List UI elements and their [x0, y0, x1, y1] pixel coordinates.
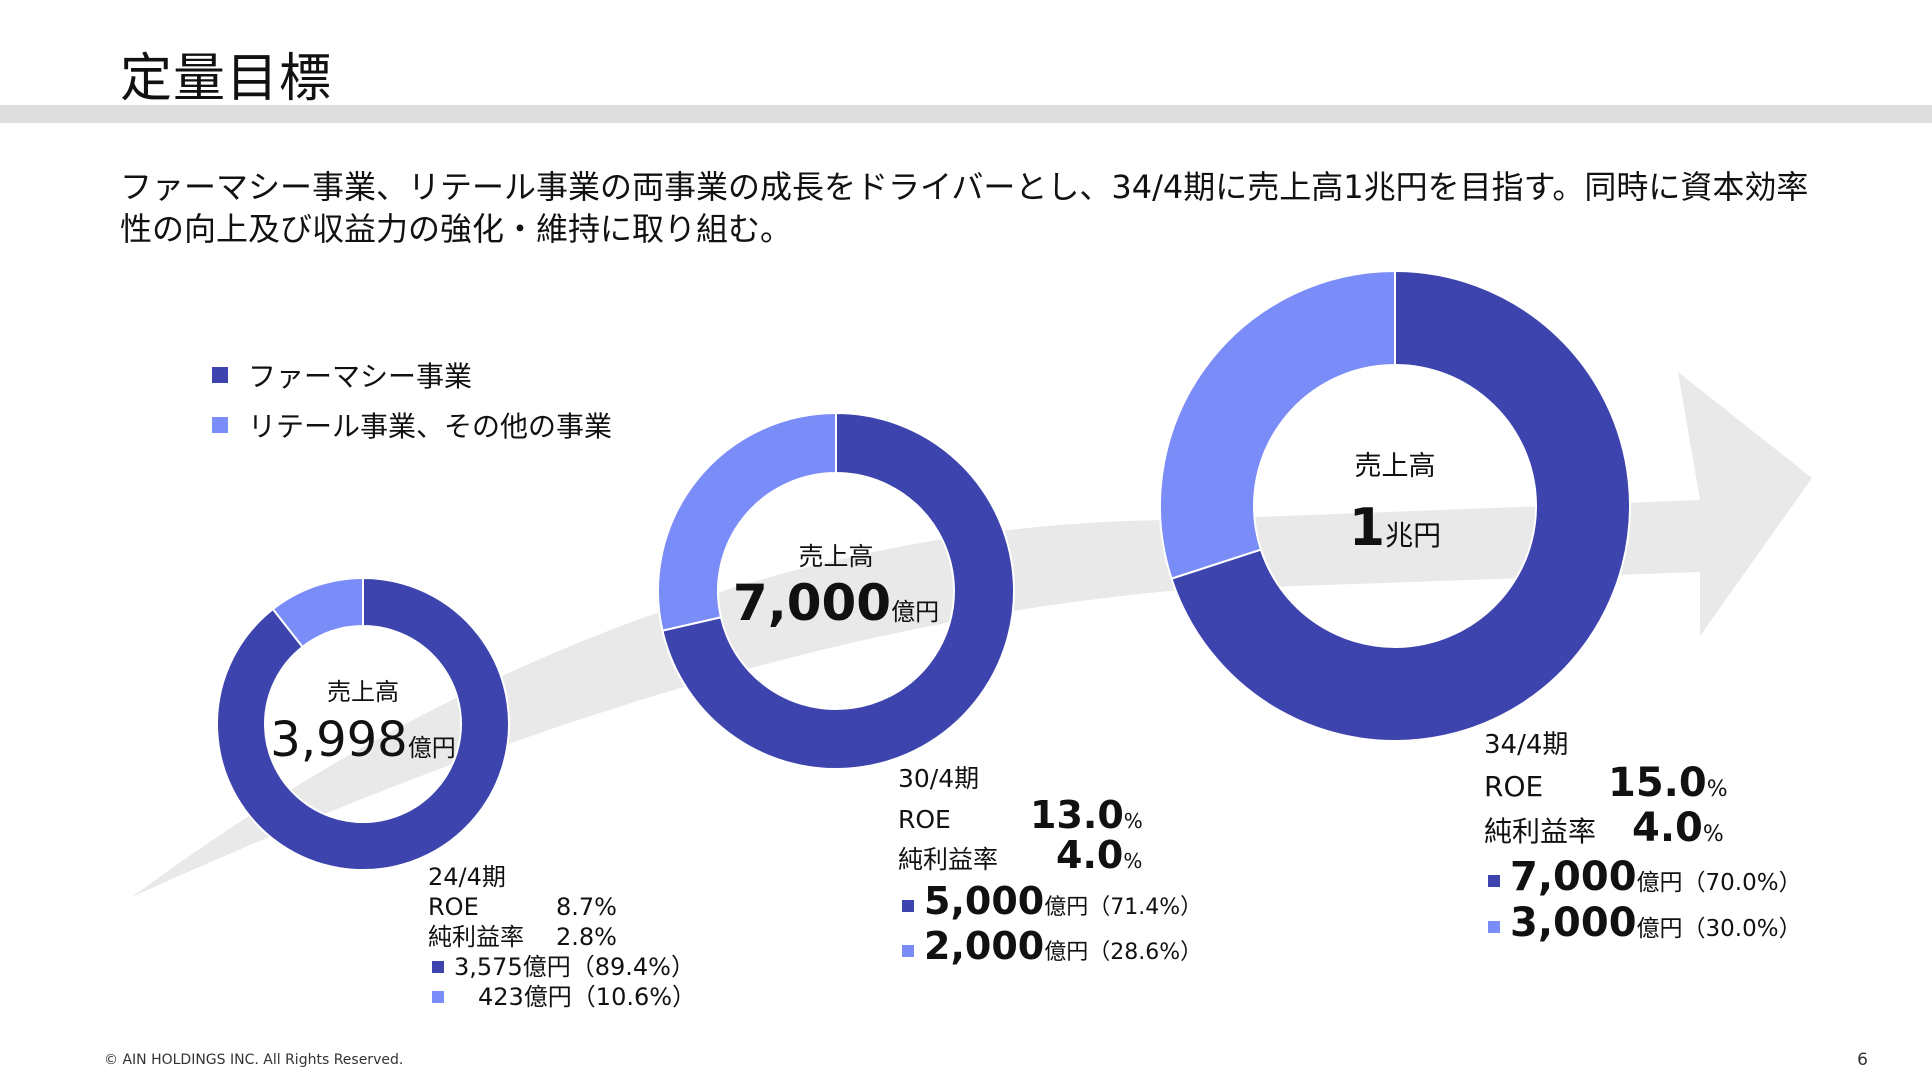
fy30-pharmacy-share: 億円（71.4%）: [1044, 895, 1203, 920]
fy34-roe-label: ROE: [1484, 770, 1544, 803]
fy30-roe-label: ROE: [898, 805, 951, 834]
lead-text: ファーマシー事業、リテール事業の両事業の成長をドライバーとし、34/4期に売上高…: [120, 168, 1809, 248]
fy34-margin-value: 4.0: [1632, 805, 1703, 851]
legend-item-retail: リテール事業、その他の事業: [212, 400, 612, 450]
legend-swatch-pharmacy: [212, 367, 228, 383]
fy30-period: 30/4期: [898, 764, 980, 793]
donut-1-center-label: 売上高: [327, 678, 399, 706]
fy34-retail-swatch: [1488, 920, 1500, 933]
fy34-margin-label: 純利益率: [1484, 815, 1597, 848]
donut-2-total-unit: 億円: [891, 598, 939, 626]
fy30-margin-label: 純利益率: [898, 845, 999, 874]
fy34-details: 34/4期 ROE 15.0% 純利益率 4.0% 7,000億円（70.0%） 3…: [1484, 730, 1802, 944]
fy24-retail-line: 423億円（10.6%）: [454, 983, 697, 1011]
fy30-margin-percent: %: [1123, 849, 1143, 873]
donut-1-total-value: 3,998: [270, 712, 407, 768]
fy30-margin-value: 4.0: [1056, 833, 1124, 877]
fy34-retail-share: 億円（30.0%）: [1636, 916, 1802, 942]
fy30-pharmacy-row: 5,000億円（71.4%）: [898, 882, 1203, 923]
fy24-pharmacy-swatch: [432, 960, 444, 973]
fy30-pharmacy-swatch: [902, 899, 914, 912]
donut-2-center-value: 7,000億円: [733, 574, 939, 632]
donut-3-total-value: 1: [1349, 498, 1385, 558]
donut-1-slice-retail: [271, 576, 364, 649]
fy24-retail-row: 423億円（10.6%）: [428, 982, 696, 1012]
fy34-pharmacy-value: 7,000: [1510, 854, 1637, 900]
fy34-pharmacy-row: 7,000億円（70.0%）: [1484, 857, 1802, 898]
fy34-pharmacy-share: 億円（70.0%）: [1636, 870, 1802, 896]
fy24-margin-value: 2.8%: [556, 923, 617, 951]
donut-2-slice-retail: [657, 411, 837, 632]
slide-title: 定量目標: [120, 49, 333, 109]
fy34-roe-value: 15.0: [1608, 760, 1707, 806]
fy24-roe-value: 8.7%: [556, 893, 617, 921]
fy34-pharmacy-swatch: [1488, 874, 1500, 887]
fy30-details: 30/4期 ROE 13.0% 純利益率 4.0% 5,000億円（71.4%） 2…: [898, 764, 1202, 968]
fy24-retail-swatch: [432, 990, 444, 1003]
donut-2-total-value: 7,000: [733, 574, 891, 632]
page-number: 6: [1857, 1050, 1868, 1070]
fy24-margin-label: 純利益率: [428, 923, 524, 951]
fy34-roe-percent: %: [1706, 777, 1728, 802]
fy24-pharmacy-row: 3,575億円（89.4%）: [428, 952, 696, 982]
fy24-margin-row: 純利益率 2.8%: [428, 922, 696, 952]
donut-3-slice-pharmacy: [1170, 269, 1631, 742]
fy30-retail-swatch: [902, 944, 914, 957]
fy34-retail-row: 3,000億円（30.0%）: [1484, 903, 1802, 944]
fy24-roe-row: ROE 8.7%: [428, 892, 696, 922]
fy34-margin-row: 純利益率 4.0%: [1484, 808, 1802, 850]
fy30-retail-value: 2,000: [924, 924, 1045, 968]
fy24-roe-label: ROE: [428, 893, 479, 921]
donut-3-total-unit: 兆円: [1385, 519, 1441, 552]
fy24-details: 24/4期 ROE 8.7% 純利益率 2.8% 3,575億円（89.4%） 42…: [428, 862, 696, 1012]
donut-2-center-label: 売上高: [798, 542, 873, 571]
copyright-footer: © AIN HOLDINGS INC. All Rights Reserved.: [104, 1052, 404, 1068]
donut-1-center-value: 3,998億円: [270, 712, 455, 768]
fy30-roe-row: ROE 13.0%: [898, 796, 1202, 836]
fy24-period: 24/4期: [428, 863, 506, 891]
donut-2-slice-pharmacy: [661, 411, 1015, 770]
fy34-roe-row: ROE 15.0%: [1484, 763, 1802, 805]
donut-1-total-unit: 億円: [408, 734, 456, 762]
donut-3-center-label: 売上高: [1355, 451, 1436, 482]
fy34-retail-value: 3,000: [1510, 900, 1637, 946]
legend-label-pharmacy: ファーマシー事業: [248, 360, 473, 393]
fy34-period: 34/4期: [1484, 730, 1569, 760]
legend-item-pharmacy: ファーマシー事業: [212, 350, 612, 400]
fy34-margin-percent: %: [1702, 822, 1724, 847]
legend-swatch-retail: [212, 417, 228, 433]
donut-3-center-value: 1兆円: [1349, 498, 1441, 558]
fy30-roe-value: 13.0: [1030, 793, 1124, 837]
fy30-margin-row: 純利益率 4.0%: [898, 836, 1202, 876]
legend: ファーマシー事業 リテール事業、その他の事業: [212, 350, 612, 450]
fy30-retail-row: 2,000億円（28.6%）: [898, 927, 1203, 968]
fy30-roe-percent: %: [1123, 809, 1143, 833]
fy30-pharmacy-value: 5,000: [924, 879, 1045, 923]
title-underline-bar: [0, 105, 1932, 123]
donut-3-slice-retail: [1159, 269, 1396, 580]
donut-1-slice-pharmacy: [216, 576, 510, 871]
fy24-pharmacy-line: 3,575億円（89.4%）: [454, 953, 695, 981]
fy30-retail-share: 億円（28.6%）: [1044, 940, 1203, 965]
legend-label-retail: リテール事業、その他の事業: [248, 410, 613, 443]
